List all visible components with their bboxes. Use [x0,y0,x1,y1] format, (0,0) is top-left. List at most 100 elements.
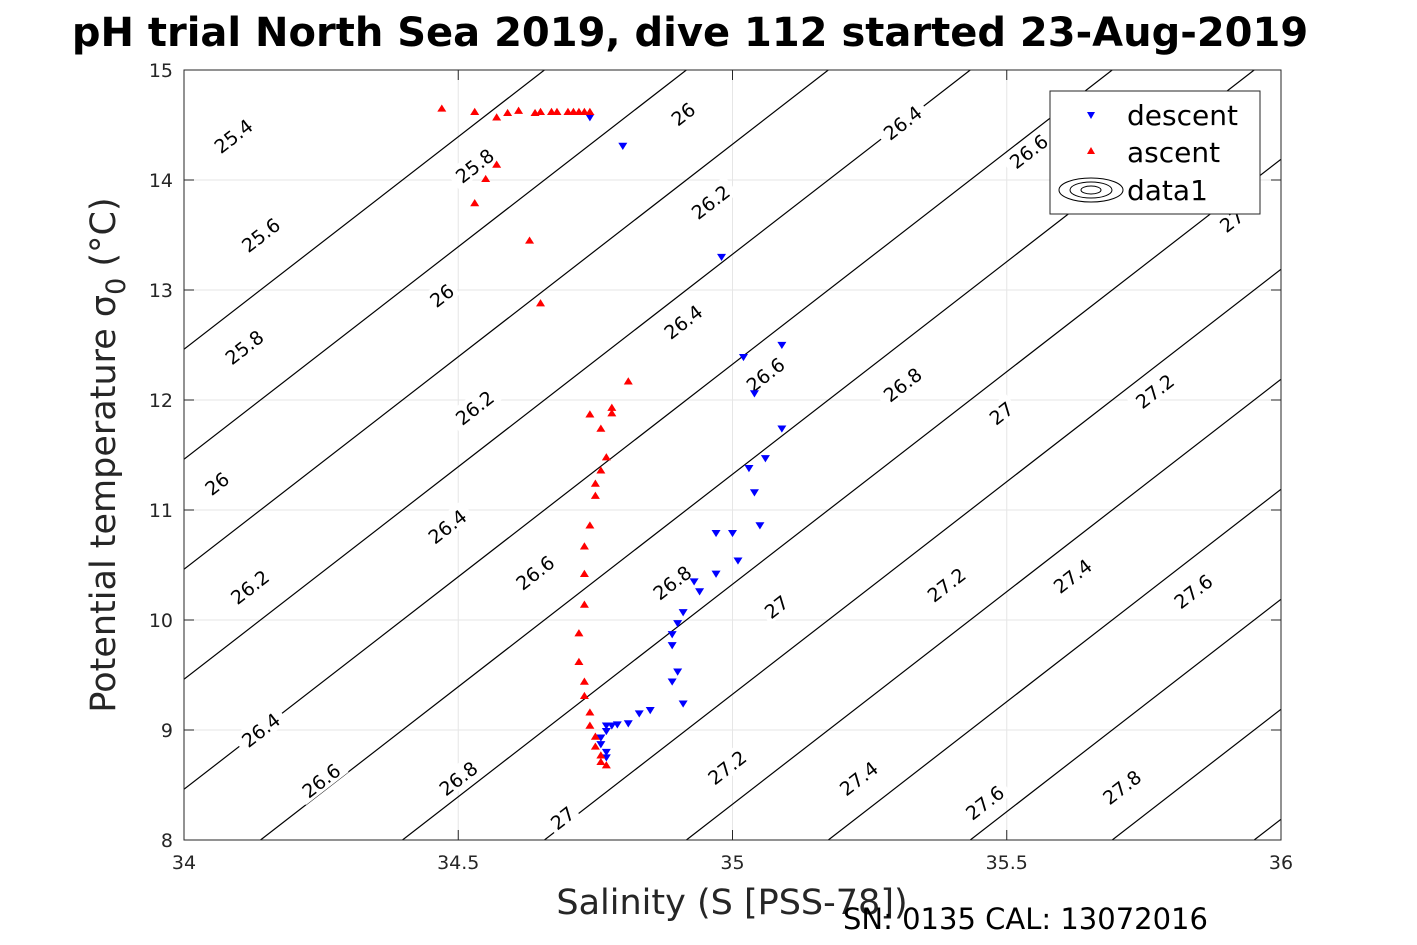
ascent-point [590,732,600,740]
descent-point [711,570,721,578]
contour-label-bg [999,125,1057,176]
x-tick-label: 36 [1269,852,1293,874]
ascent-point [492,113,502,121]
contour-label-bg [681,175,739,227]
ascent-point [590,491,600,499]
descent-point [744,465,754,473]
descent-point [760,455,770,463]
descent-point [689,578,699,586]
ascent-point [579,569,589,577]
ascent-point [585,721,595,729]
descent-point [601,748,611,757]
ascent-point [574,657,584,665]
ascent-point [514,106,524,114]
contour-label-bg [873,358,931,410]
ascent-point [536,107,546,115]
y-axis-label-subscript: 0 [101,278,132,295]
ascent-point [596,466,606,474]
descent-point [645,707,655,715]
ascent-point [585,521,595,529]
contour-label-bg [981,394,1020,431]
ascent-point [585,410,595,418]
contour-27 [685,378,1281,840]
ascent-point [623,377,633,385]
contour-25.4 [184,70,545,351]
descent-point [667,631,677,639]
descent-point [695,588,705,596]
contour-27.2 [827,488,1281,840]
contour-label-bg [663,95,702,132]
contour-label-bg [446,139,503,191]
contour-label-bg [232,208,289,260]
contour-label-bg [956,776,1013,828]
ascent-point [579,600,589,608]
descent-point [755,522,765,530]
contour-label-bg [1164,565,1221,616]
x-tick-label: 34 [172,852,196,874]
descent-point [596,741,606,749]
contour-label-bg [1093,761,1150,812]
contour-label-bg [698,741,755,792]
descent-point [777,341,787,350]
ascent-point [585,708,595,716]
descent-point [749,489,759,497]
contour-label-bg [232,703,289,755]
ascent-point [607,409,617,417]
x-tick-label: 35 [720,852,744,874]
contour-25.8 [184,70,829,571]
contour-label-bg [506,546,563,598]
descent-point [733,557,743,565]
contour-25.6 [184,70,687,461]
y-tick-label: 14 [149,170,173,192]
descent-point [601,722,611,730]
ascent-point [470,199,480,207]
contour-label-bg [418,500,475,551]
x-tick-label: 34.5 [437,852,479,874]
ascent-point [585,107,595,115]
descent-point [667,642,677,650]
descent-point [585,114,595,122]
contour-label-bg [215,321,272,372]
contour-27.6 [1111,708,1281,840]
contour-label-bg [221,560,278,612]
contour-label-bg [643,556,700,608]
y-tick-label: 8 [161,830,173,852]
y-tick-label: 13 [149,280,173,302]
contour-label-bg [446,381,503,433]
ascent-point [492,160,502,168]
y-tick-label: 9 [161,720,173,742]
descent-point [777,425,787,433]
contour-label-bg [197,464,236,501]
contour-26.2 [184,70,1113,791]
contour-label-bg [422,276,461,313]
descent-point [738,353,748,362]
legend-descent-label: descent [1127,99,1238,132]
descent-point [667,678,677,686]
legend: descent ascent data1 [1049,90,1261,215]
descent-point [596,734,606,742]
descent-series [585,114,787,762]
legend-descent-marker [1087,112,1095,119]
ascent-point [470,107,480,115]
descent-point [678,609,688,617]
legend-ascent-label: ascent [1127,136,1220,169]
contour-label-bg [654,295,711,347]
descent-point [717,253,727,262]
ascent-point [574,629,584,637]
contour-label-bg [917,558,974,610]
footer-serial-calibration: SN: 0135 CAL: 13072016 [843,902,1208,936]
ascent-series [437,104,633,769]
ascent-point [601,453,611,461]
ascent-point [590,479,600,487]
descent-point [601,754,611,762]
descent-point [673,668,683,676]
contour-label-bg [829,752,887,803]
descent-point [749,390,759,398]
contour-label-bg [873,96,931,148]
ascent-point [579,542,589,550]
ascent-point [579,691,589,700]
chart-title: pH trial North Sea 2019, dive 112 starte… [72,10,1308,56]
contour-label-bg [429,752,486,803]
contour-label-bg [756,587,795,625]
x-tick-label: 35.5 [986,852,1028,874]
